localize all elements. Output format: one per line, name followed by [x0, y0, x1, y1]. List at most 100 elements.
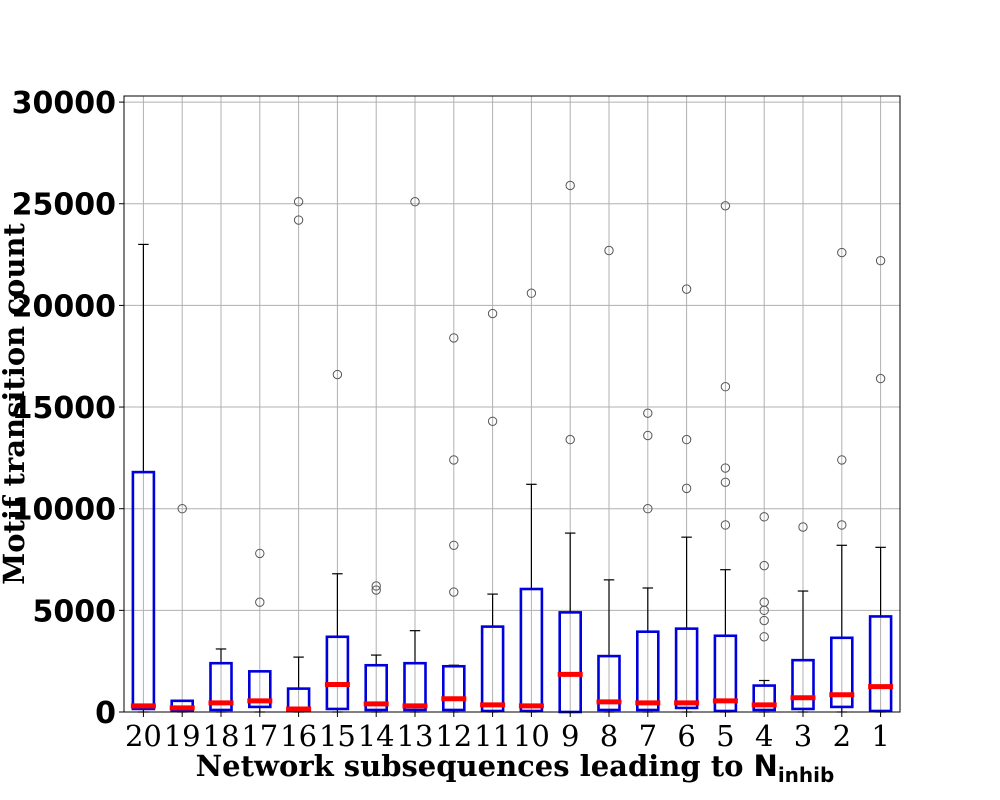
flier-point [681, 284, 692, 294]
box-iqr [441, 664, 466, 712]
flier-point [759, 615, 769, 626]
flier-point [875, 255, 886, 266]
x-tick-label: 10 [513, 719, 550, 753]
y-tick-label: 0 [95, 696, 116, 731]
x-tick-label: 5 [716, 719, 734, 753]
x-tick-label: 11 [474, 719, 511, 753]
flier-point [371, 585, 381, 595]
box-group [441, 333, 467, 713]
x-axis-label: Network subsequences leading to Ninhib [196, 749, 835, 787]
flier-point [526, 288, 537, 298]
flier-point [293, 197, 304, 207]
box-group [169, 503, 195, 713]
x-tick-label: 2 [833, 719, 851, 753]
box-iqr [480, 625, 505, 713]
box-group [324, 369, 350, 713]
x-tick-label: 14 [358, 719, 395, 753]
box-iqr [868, 615, 893, 713]
box-iqr [674, 627, 699, 710]
x-tick-label: 15 [319, 719, 356, 753]
y-axis-label: Motif transition count [0, 222, 31, 584]
flier-point [798, 522, 808, 532]
flier-point [837, 455, 847, 465]
x-axis-label-text: Network subsequences leading to [196, 749, 754, 783]
box-iqr [597, 654, 621, 712]
flier-point [759, 560, 769, 571]
y-tick-label: 20000 [12, 289, 116, 324]
box-group [596, 245, 622, 713]
flier-point [565, 434, 575, 445]
flier-point [371, 581, 381, 591]
flier-point [759, 632, 769, 642]
flier-point [449, 587, 459, 597]
flier-point [643, 503, 653, 514]
flier-point [293, 215, 304, 225]
box-iqr [829, 636, 854, 709]
x-tick-label: 12 [435, 719, 472, 753]
x-axis-label-symbol: N [754, 749, 778, 783]
box-iqr [752, 684, 777, 712]
flier-point [837, 520, 847, 530]
box-iqr [519, 587, 544, 713]
box-iqr [209, 661, 233, 712]
x-tick-label: 20 [125, 719, 162, 753]
flier-point [720, 382, 731, 392]
box-iqr [364, 663, 389, 712]
flier-point [681, 434, 692, 445]
x-tick-label: 4 [755, 719, 773, 753]
flier-point [449, 540, 459, 550]
flier-point [410, 197, 420, 207]
box-group [635, 408, 661, 713]
plot-frame [123, 95, 901, 713]
box-iqr [635, 630, 660, 712]
box-group [712, 201, 738, 713]
flier-point [720, 520, 731, 530]
box-iqr [791, 658, 815, 711]
flier-point [681, 483, 692, 494]
x-tick-label: 3 [794, 719, 812, 753]
box-group [868, 255, 894, 713]
flier-point [565, 180, 575, 191]
flier-point [255, 597, 265, 607]
flier-point [487, 416, 498, 426]
x-tick-label: 13 [397, 719, 434, 753]
x-tick-label: 6 [677, 719, 695, 753]
boxes-layer [130, 180, 894, 714]
box-iqr [713, 634, 738, 713]
box-group [790, 522, 816, 713]
flier-point [720, 477, 731, 487]
flier-point [332, 369, 343, 380]
flier-point [643, 430, 653, 441]
x-tick-label: 1 [871, 719, 889, 753]
y-tick-label: 15000 [12, 391, 116, 426]
x-tick-labels: 20 19 18 17 16 15 14 13 12 11 10 9 8 7 6 5 4 3 2 1 [125, 712, 890, 753]
box-group [518, 288, 544, 713]
x-axis-label-subscript: inhib [778, 763, 835, 787]
flier-point [255, 548, 265, 559]
flier-point [720, 201, 731, 211]
flier-point [759, 597, 769, 607]
flier-point [759, 512, 769, 522]
x-tick-label: 19 [164, 719, 201, 753]
flier-point [487, 308, 498, 319]
y-tick-labels: 0 5000 10000 15000 20000 25000 30000 [12, 86, 124, 731]
x-tick-label: 17 [241, 719, 278, 753]
flier-point [449, 333, 459, 343]
flier-point [177, 503, 187, 514]
box-group [247, 548, 273, 713]
flier-point [449, 455, 459, 465]
flier-point [720, 463, 731, 473]
x-tick-label: 8 [600, 719, 618, 753]
flier-point [837, 247, 847, 258]
y-tick-label: 30000 [12, 86, 116, 121]
y-tick-label: 10000 [12, 493, 116, 528]
box-group [286, 197, 312, 713]
box-iqr [131, 470, 156, 711]
flier-point [604, 245, 614, 256]
flier-point [643, 408, 653, 418]
box-iqr [325, 635, 350, 711]
x-tick-label: 9 [561, 719, 579, 753]
flier-point [875, 373, 886, 384]
y-tick-label: 5000 [33, 594, 117, 629]
